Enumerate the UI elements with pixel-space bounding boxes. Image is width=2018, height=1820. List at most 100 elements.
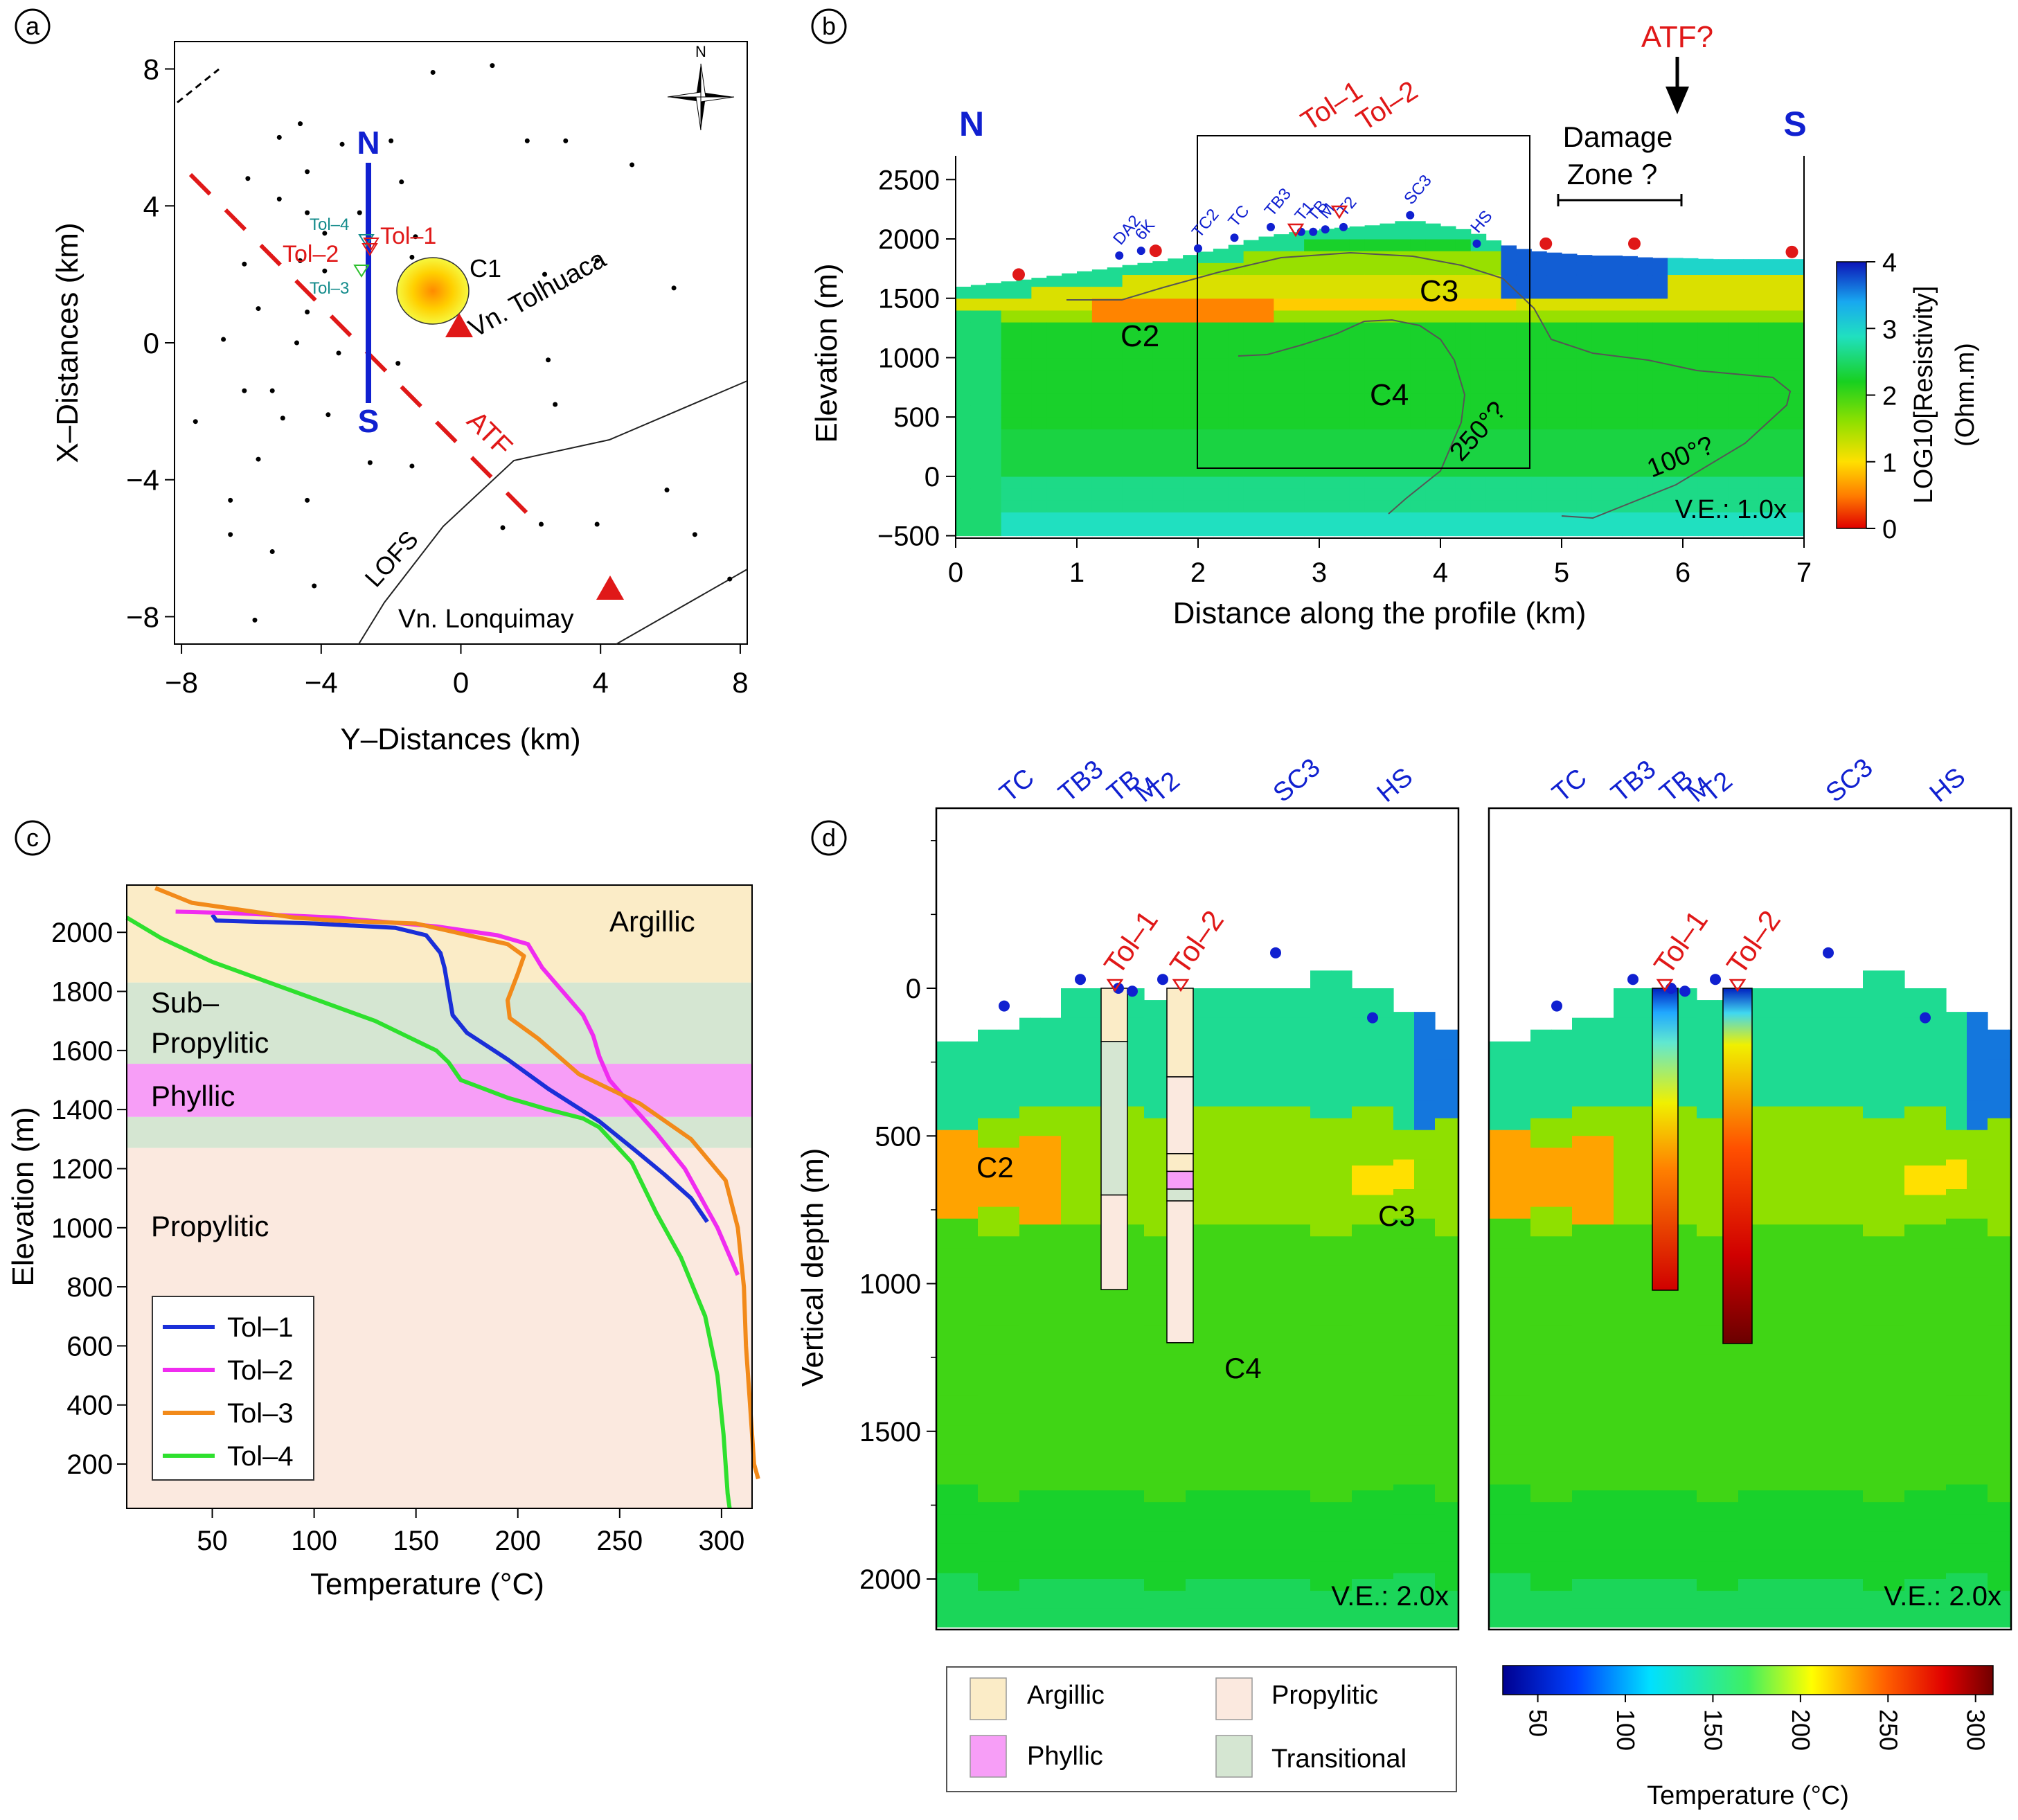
resistivity-cell (1774, 322, 1789, 334)
resistivity-cell (1593, 1283, 1614, 1314)
resistivity-cell (1395, 274, 1411, 287)
resistivity-cell (1319, 334, 1335, 346)
resistivity-cell (1410, 322, 1426, 334)
resistivity-cell (1470, 500, 1487, 512)
resistivity-cell (1593, 1106, 1614, 1136)
resistivity-cell (1061, 1549, 1082, 1580)
resistivity-cell (1206, 1519, 1228, 1550)
resistivity-cell (1289, 1608, 1311, 1627)
resistivity-cell (1728, 334, 1744, 346)
resistivity-cell (1967, 1514, 1988, 1544)
resistivity-cell (1364, 225, 1381, 228)
resistivity-cell (1789, 381, 1804, 394)
resistivity-cell (1228, 322, 1244, 334)
resistivity-cell (1637, 310, 1653, 323)
resistivity-cell (1248, 1342, 1269, 1373)
resistivity-cell (1310, 1502, 1332, 1533)
resistivity-cell (970, 464, 987, 477)
resistivity-cell (1758, 488, 1774, 501)
b-ve-label: V.E.: 1.0x (1675, 495, 1787, 524)
resistivity-cell (1774, 512, 1789, 525)
resistivity-cell (1501, 251, 1517, 263)
resistivity-cell (1019, 1579, 1041, 1609)
zone-sub-label: Sub– (151, 986, 220, 1019)
resistivity-cell (1410, 500, 1426, 512)
resistivity-cell (999, 1413, 1020, 1444)
resistivity-cell (1031, 357, 1047, 371)
resistivity-cell (1425, 262, 1441, 276)
resistivity-cell (970, 369, 987, 382)
resistivity-cell (1637, 262, 1653, 276)
resistivity-cell (1758, 346, 1774, 359)
resistivity-cell (1082, 1608, 1103, 1627)
resistivity-cell (1697, 1295, 1718, 1326)
resistivity-cell (1946, 1395, 1967, 1426)
resistivity-cell (1040, 1490, 1062, 1521)
resistivity-cell (1530, 1177, 1552, 1208)
resistivity-cell (1228, 464, 1244, 477)
resistivity-cell (1501, 357, 1517, 371)
resistivity-cell (1062, 417, 1078, 429)
resistivity-cell (1248, 1076, 1269, 1107)
resistivity-cell (1470, 298, 1487, 311)
resistivity-cell (1501, 440, 1517, 454)
resistivity-cell (1531, 357, 1547, 371)
resistivity-cell (1373, 1076, 1394, 1107)
resistivity-cell (1414, 1454, 1436, 1486)
resistivity-cell (1510, 1189, 1531, 1220)
resistivity-cell (956, 488, 972, 501)
resistivity-cell (1946, 1218, 1967, 1249)
resistivity-cell (1485, 440, 1502, 454)
resistivity-cell (1310, 1413, 1332, 1444)
resistivity-cell (1001, 500, 1017, 512)
well-tol4-label: Tol–4 (310, 215, 349, 234)
resistivity-cell (1946, 1277, 1967, 1308)
resistivity-cell (1759, 1106, 1780, 1136)
resistivity-cell (1410, 381, 1426, 394)
d-ytick-label: 0 (906, 974, 921, 1004)
resistivity-cell (1676, 1519, 1697, 1550)
resistivity-cell (1510, 1307, 1531, 1337)
resistivity-cell (1780, 1195, 1801, 1225)
resistivity-cell (1728, 417, 1744, 429)
resistivity-cell (1289, 524, 1305, 537)
resistivity-cell (1759, 1165, 1780, 1196)
resistivity-cell (1485, 334, 1502, 346)
resistivity-cell (1227, 1106, 1249, 1136)
resistivity-cell (1489, 1632, 1510, 1662)
resistivity-cell (1269, 988, 1290, 1019)
resistivity-cell (1546, 405, 1562, 418)
resistivity-cell (1031, 381, 1047, 394)
resistivity-cell (1304, 488, 1320, 501)
station-label: HS (1467, 207, 1496, 237)
resistivity-cell (1304, 464, 1320, 477)
legend-label-1: Tol–1 (227, 1312, 294, 1343)
resistivity-cell (1683, 298, 1699, 311)
resistivity-cell (1352, 1461, 1373, 1491)
resistivity-cell (1676, 1431, 1697, 1461)
resistivity-cell (1107, 322, 1123, 334)
temperature-line-4 (125, 916, 732, 1509)
resistivity-cell (1274, 417, 1289, 429)
c-ytick-label: 800 (66, 1272, 113, 1303)
resistivity-cell (1228, 405, 1244, 418)
resistivity-cell (2008, 1089, 2011, 1119)
resistivity-cell (1801, 1313, 1822, 1344)
resistivity-cell (1988, 1177, 2009, 1208)
resistivity-cell (1077, 334, 1093, 346)
resistivity-cell (1697, 286, 1714, 299)
resistivity-cell (1470, 251, 1487, 263)
resistivity-cell (1304, 369, 1320, 382)
resistivity-cell (1349, 464, 1366, 477)
resistivity-cell (1591, 256, 1608, 263)
resistivity-cell (1040, 1372, 1062, 1402)
resistivity-cell (1349, 369, 1366, 382)
resistivity-cell (1107, 452, 1123, 465)
panel-b-label-circle (811, 8, 847, 44)
resistivity-cell (999, 1206, 1020, 1237)
resistivity-cell (1077, 381, 1093, 394)
resistivity-cell (1274, 393, 1289, 406)
resistivity-cell (1213, 512, 1229, 525)
resistivity-cell (1061, 1136, 1082, 1166)
resistivity-cell (1414, 1248, 1436, 1278)
